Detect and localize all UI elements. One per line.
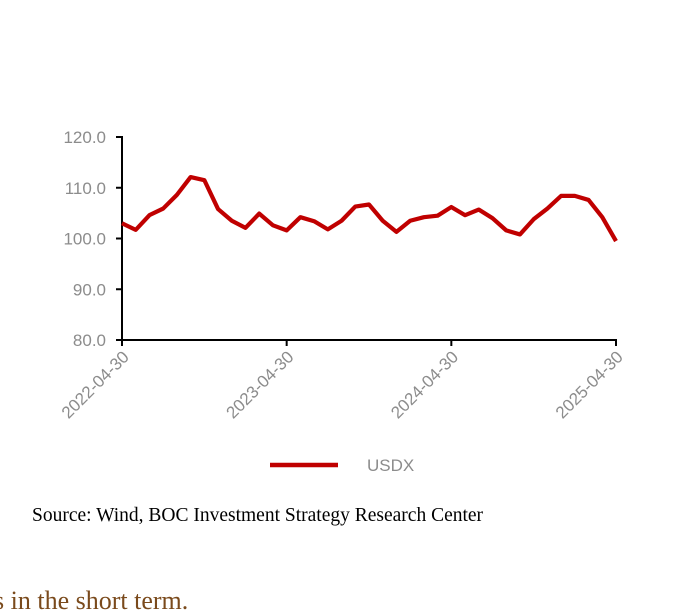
legend-label: USDX xyxy=(367,456,414,475)
y-tick-label: 90.0 xyxy=(73,280,106,299)
x-axis-ticks: 2022-04-30 2023-04-30 2024-04-30 2025-04-30 xyxy=(58,347,627,422)
y-axis-ticks: 80.0 90.0 100.0 110.0 120.0 xyxy=(63,128,106,350)
x-tick-label: 2022-04-30 xyxy=(58,347,133,422)
chart: 80.0 90.0 100.0 110.0 120.0 2022-04-30 2023-0… xyxy=(58,128,627,475)
x-tick-label: 2024-04-30 xyxy=(387,347,462,422)
x-tick-label: 2025-04-30 xyxy=(552,347,627,422)
trailing-body-text: s in the short term. xyxy=(0,586,189,615)
chart-series xyxy=(121,174,618,243)
line-chart-svg: 80.0 90.0 100.0 110.0 120.0 2022-04-30 2023-0… xyxy=(58,128,627,475)
y-tick-label: 110.0 xyxy=(65,179,106,198)
series-line-usdx xyxy=(121,174,618,243)
y-tick-label: 120.0 xyxy=(63,128,106,147)
source-note: Source: Wind, BOC Investment Strategy Re… xyxy=(32,505,484,526)
chart-axes xyxy=(116,136,617,346)
chart-legend: USDX xyxy=(270,456,414,475)
y-tick-label: 100.0 xyxy=(63,230,106,249)
x-tick-label: 2023-04-30 xyxy=(223,347,298,422)
y-tick-label: 80.0 xyxy=(73,331,106,350)
